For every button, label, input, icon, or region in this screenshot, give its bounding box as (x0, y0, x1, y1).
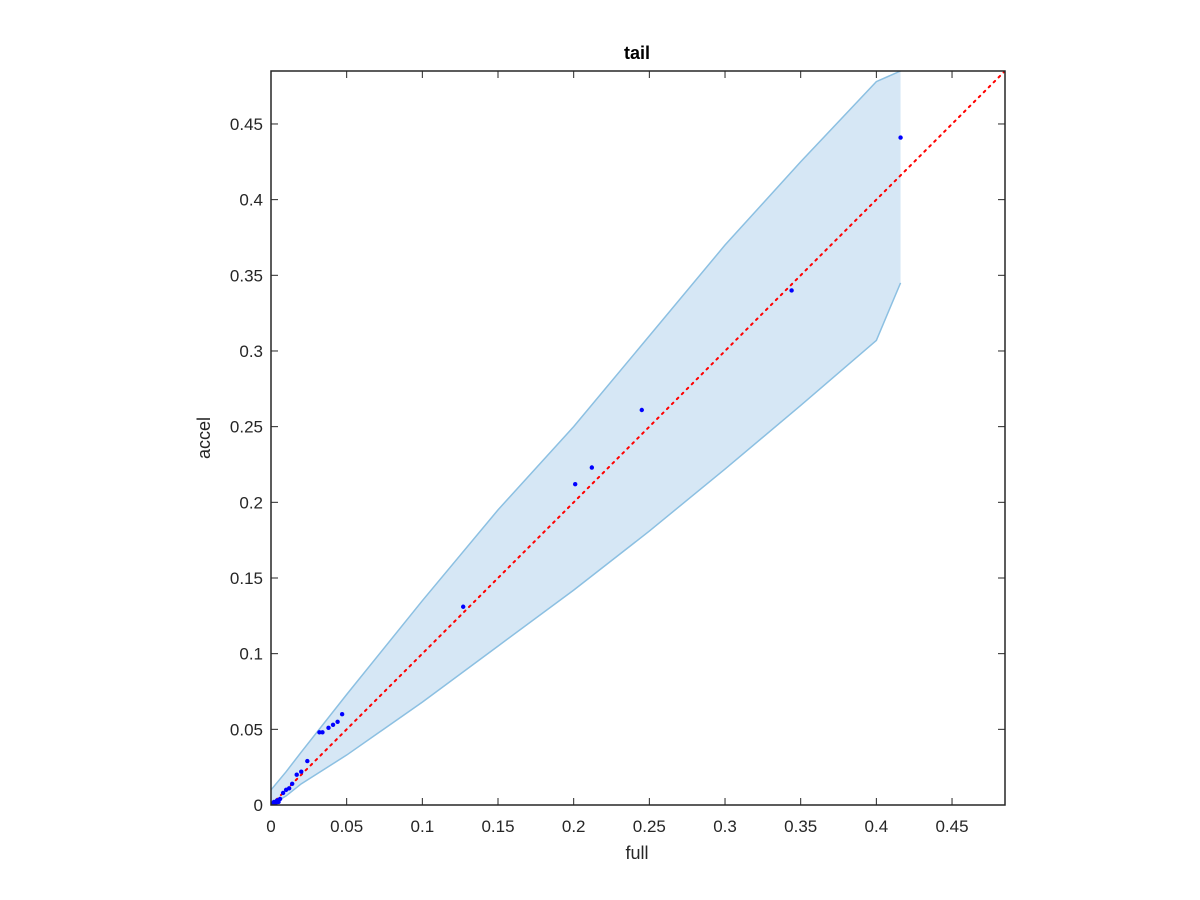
data-point (330, 722, 336, 727)
data-point (789, 288, 794, 293)
data-point (299, 769, 304, 774)
data-point (305, 758, 310, 764)
confidence-band (271, 71, 901, 805)
band-upper-edge (271, 71, 901, 791)
y-tick-label: 0.35 (230, 266, 263, 285)
chart-title: tail (624, 43, 650, 63)
y-tick-label: 0.3 (239, 342, 263, 361)
data-point (461, 604, 466, 609)
y-tick-label: 0 (254, 796, 263, 815)
y-tick-label: 0.45 (230, 115, 263, 134)
y-tick-label: 0.1 (239, 645, 263, 664)
data-point (320, 730, 325, 735)
y-tick-label: 0.4 (239, 191, 263, 210)
data-point (898, 135, 903, 140)
x-tick-label: 0.4 (865, 817, 889, 836)
data-point (317, 730, 322, 735)
x-tick-label: 0.15 (481, 817, 514, 836)
data-point (280, 790, 286, 796)
y-tick-label: 0.25 (230, 418, 263, 437)
data-point (277, 796, 283, 802)
y-axis-label: accel (194, 417, 214, 459)
x-tick-label: 0.05 (330, 817, 363, 836)
y-tick-label: 0.05 (230, 720, 263, 739)
reference-line (271, 71, 1005, 805)
x-axis-label: full (625, 843, 648, 863)
data-point (335, 719, 340, 724)
data-point (572, 481, 578, 487)
data-point (339, 711, 345, 717)
axes-box (270, 70, 1006, 806)
x-tick-label: 0 (266, 817, 275, 836)
y-tick-label: 0.2 (239, 493, 263, 512)
data-point (294, 772, 299, 777)
x-tick-label: 0.25 (633, 817, 666, 836)
data-point (639, 407, 644, 413)
y-tick-label: 0.15 (230, 569, 263, 588)
data-point (326, 725, 331, 731)
band-lower-edge (271, 282, 902, 805)
plot-content (271, 71, 1005, 805)
x-tick-label: 0.2 (562, 817, 586, 836)
x-tick-label: 0.45 (935, 817, 968, 836)
x-tick-label: 0.3 (713, 817, 737, 836)
x-tick-label: 0.35 (784, 817, 817, 836)
x-tick-label: 0.1 (411, 817, 435, 836)
data-point (286, 786, 292, 791)
data-point (589, 465, 595, 470)
data-point (289, 781, 295, 787)
